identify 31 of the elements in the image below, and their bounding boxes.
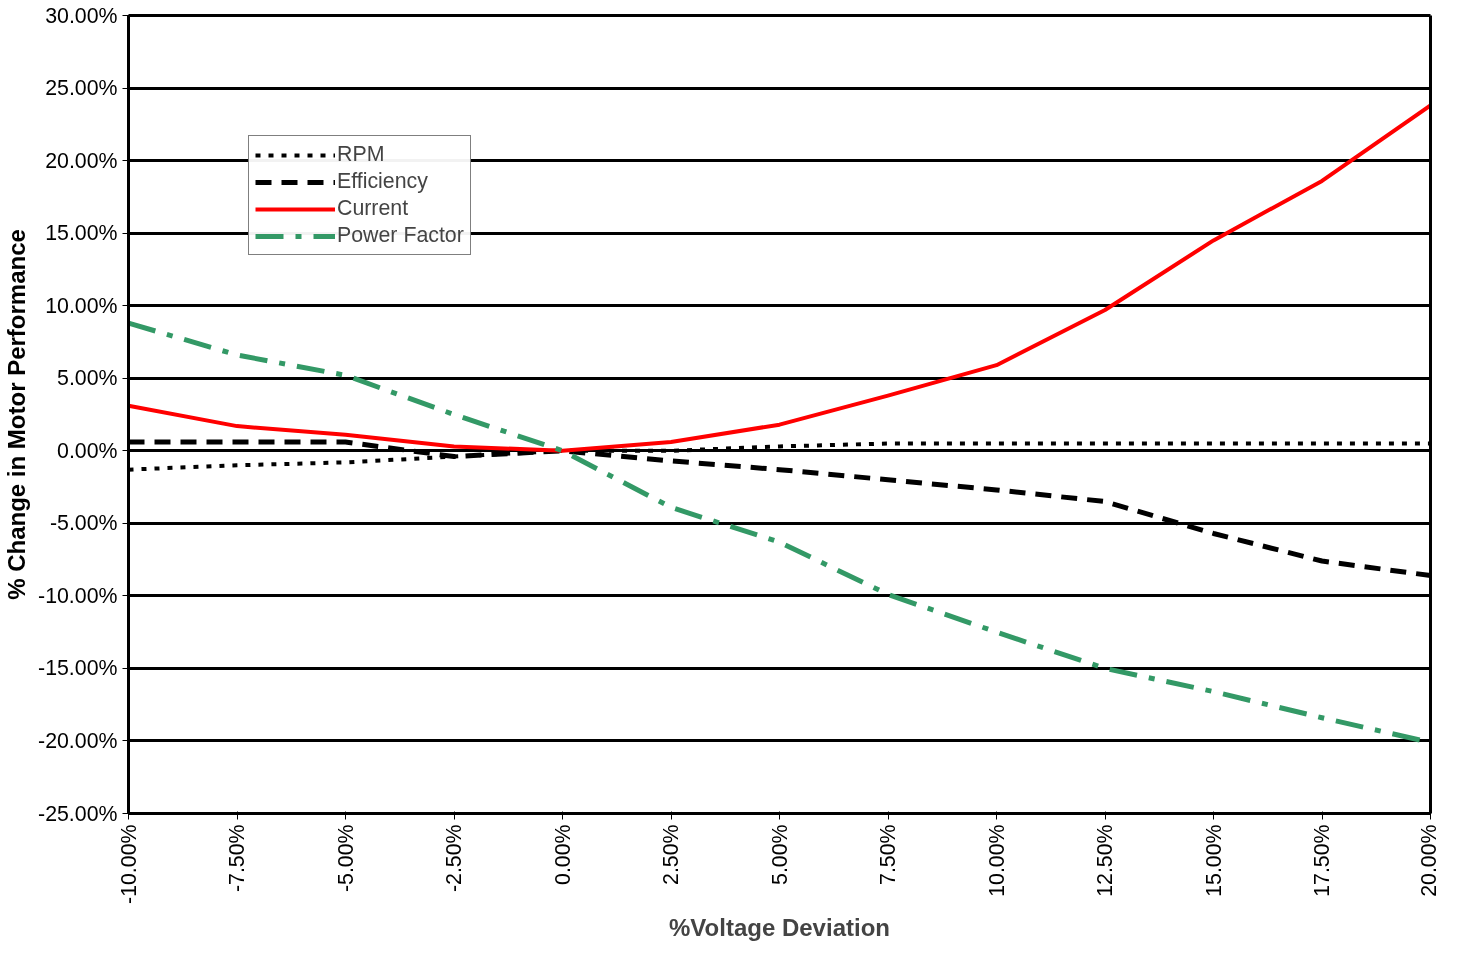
y-tick-label: -25.00% [38,801,118,826]
x-tick-label: 10.00% [984,824,1009,897]
legend-label: Efficiency [337,169,428,194]
x-tick-label: 7.50% [876,824,900,885]
y-tick-label: -5.00% [49,511,118,536]
y-axis-title: % Change in Motor Performance [3,229,31,600]
y-tick-label: 0.00% [57,438,118,463]
line-series [128,103,1431,453]
x-tick-label: 15.00% [1201,824,1226,897]
x-tick-label: 5.00% [767,824,792,885]
y-tick-label: 30.00% [45,3,118,28]
y-tick-label: 20.00% [45,148,118,173]
y-tick-label: 15.00% [45,221,118,246]
x-tick-label: 20.00% [1416,824,1441,897]
x-tick-label: -5.00% [333,824,358,893]
x-tick-label: 17.50% [1310,824,1334,897]
y-tick-label: -10.00% [38,583,118,608]
legend-label: Power Factor [337,223,464,248]
x-axis-title: %Voltage Deviation [669,913,890,941]
x-tick-label: 12.50% [1093,824,1117,897]
legend-label: Current [337,196,409,221]
legend-label: RPM [337,142,385,167]
x-tick-label: 2.50% [659,824,683,885]
x-tick-label: -7.50% [225,824,249,893]
y-tick-label: -20.00% [38,728,118,753]
y-tick-label: 25.00% [45,76,118,101]
y-tick-label: -15.00% [38,656,118,681]
y-tick-label: 5.00% [57,366,118,391]
y-tick-label: 10.00% [45,293,118,318]
x-tick-label: 0.00% [550,824,575,885]
x-tick-label: -2.50% [442,824,466,893]
